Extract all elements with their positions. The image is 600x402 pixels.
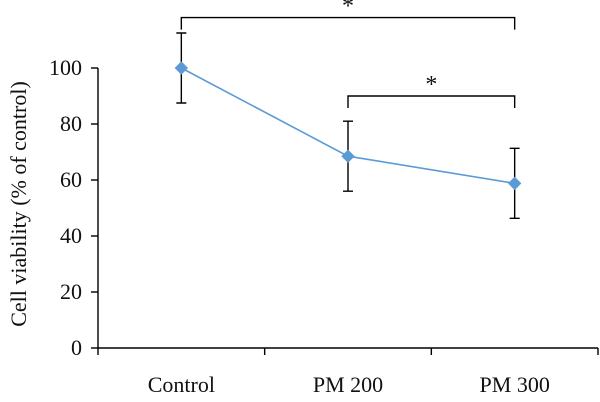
- data-point: [174, 61, 189, 75]
- data-point: [507, 176, 522, 191]
- y-axis-label: Cell viability (% of control): [6, 81, 31, 327]
- x-tick-label: PM 300: [480, 372, 550, 397]
- significance-marker: *: [342, 0, 354, 20]
- data-point: [341, 149, 355, 163]
- axes: [97, 68, 598, 349]
- significance-bracket: [347, 95, 516, 108]
- y-tick-label: 60: [60, 167, 82, 192]
- significance-marker: *: [425, 72, 437, 98]
- y-tick-label: 0: [71, 335, 82, 360]
- y-tick-label: 100: [49, 55, 82, 80]
- y-tick-label: 40: [60, 223, 82, 248]
- y-axis-ticks: 0 20 40 60 80 100: [49, 55, 98, 360]
- series-group: [174, 61, 522, 191]
- y-tick-label: 20: [60, 279, 82, 304]
- significance-brackets: **: [180, 0, 516, 108]
- error-bars: [176, 32, 520, 220]
- y-tick-label: 80: [60, 111, 82, 136]
- x-axis-ticks: Control PM 200 PM 300: [97, 348, 599, 397]
- x-tick-label: Control: [148, 372, 215, 397]
- significance-bracket: [180, 16, 516, 30]
- x-tick-label: PM 200: [313, 372, 383, 397]
